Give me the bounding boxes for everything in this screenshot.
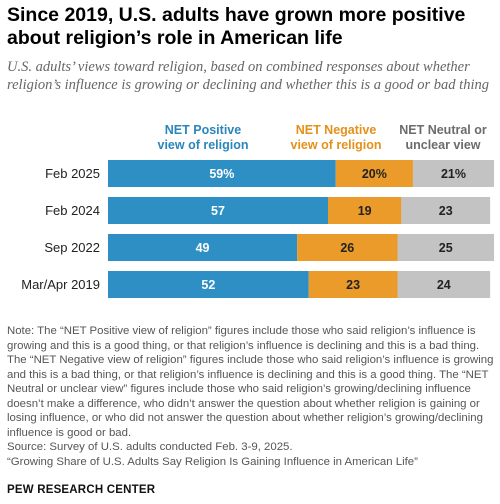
bar-segment	[297, 234, 398, 261]
category-label: Feb 2024	[45, 203, 100, 218]
bar-segment	[108, 197, 329, 224]
legend-positive: NET Positive view of religion	[137, 123, 269, 153]
report-title: “Growing Share of U.S. Adults Say Religi…	[7, 455, 418, 468]
value-label: 52	[201, 278, 215, 292]
value-label: 20%	[362, 167, 387, 181]
note-text: Note: The “NET Positive view of religion…	[7, 325, 494, 439]
bar-segment	[308, 271, 398, 298]
legend-negative: NET Negative view of religion	[281, 123, 391, 153]
bar-segment	[328, 197, 402, 224]
chart-title: Since 2019, U.S. adults have grown more …	[7, 4, 466, 49]
bar-segment	[335, 160, 413, 187]
value-label: 24	[437, 278, 451, 292]
bar-segment	[397, 234, 494, 261]
value-label: 49	[196, 241, 210, 255]
value-label: 21%	[441, 167, 466, 181]
category-label: Mar/Apr 2019	[21, 277, 100, 292]
value-label: 25	[439, 241, 453, 255]
value-label: 26	[340, 241, 354, 255]
category-label: Sep 2022	[44, 240, 100, 255]
legend-positive-line2: view of religion	[157, 138, 249, 152]
bar-segment	[401, 197, 491, 224]
bar-segment	[108, 160, 336, 187]
bar-segment	[108, 234, 298, 261]
bar-segment	[108, 271, 309, 298]
legend-neutral: NET Neutral or unclear view	[393, 123, 493, 153]
bar-segment	[397, 271, 491, 298]
chart-subtitle: U.S. adults’ views toward religion, base…	[7, 59, 489, 93]
legend-positive-line1: NET Positive	[164, 123, 242, 137]
category-label: Feb 2025	[45, 166, 100, 181]
value-label: 23	[346, 278, 360, 292]
value-label: 57	[211, 204, 225, 218]
value-label: 59%	[209, 167, 234, 181]
chart-notes: Note: The “NET Positive view of religion…	[7, 324, 497, 469]
legend-neutral-line1: NET Neutral or	[399, 123, 487, 137]
bar-segment	[412, 160, 494, 187]
stacked-bar-chart: Feb 2025 59% 20% 21% Feb 2024 57 19 23 Sep 2022 4…	[21, 160, 494, 298]
value-label: 19	[358, 204, 372, 218]
pew-logo-text: PEW RESEARCH CENTER	[7, 484, 156, 496]
legend-negative-line1: NET Negative	[295, 123, 377, 137]
source-text: Source: Survey of U.S. adults conducted …	[7, 441, 293, 453]
legend-negative-line2: view of religion	[290, 138, 382, 152]
legend-neutral-line2: unclear view	[405, 138, 481, 152]
value-label: 23	[439, 204, 453, 218]
